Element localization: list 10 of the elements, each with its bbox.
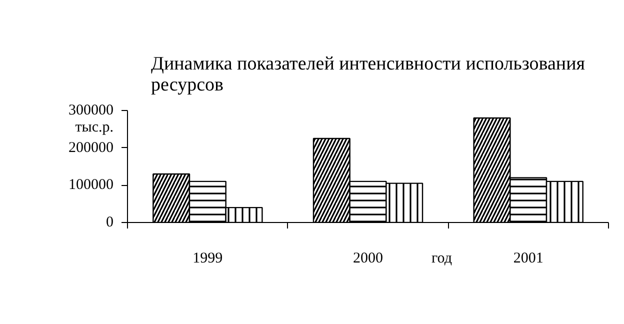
y-tick-label: 200000: [68, 140, 114, 156]
y-axis-title: тыс.р.: [75, 119, 114, 136]
y-tick-label: 100000: [68, 177, 114, 194]
x-axis-title: год: [432, 250, 452, 266]
y-tick-label: 0: [106, 214, 114, 230]
x-tick-label: 1999: [192, 250, 223, 266]
y-tick-label: 300000: [68, 102, 114, 118]
x-tick-label: 2000: [353, 250, 383, 266]
chart-title: Динамика показателей интенсивности использования ресурсов: [151, 54, 586, 96]
x-tick-label: 2001: [513, 250, 544, 266]
